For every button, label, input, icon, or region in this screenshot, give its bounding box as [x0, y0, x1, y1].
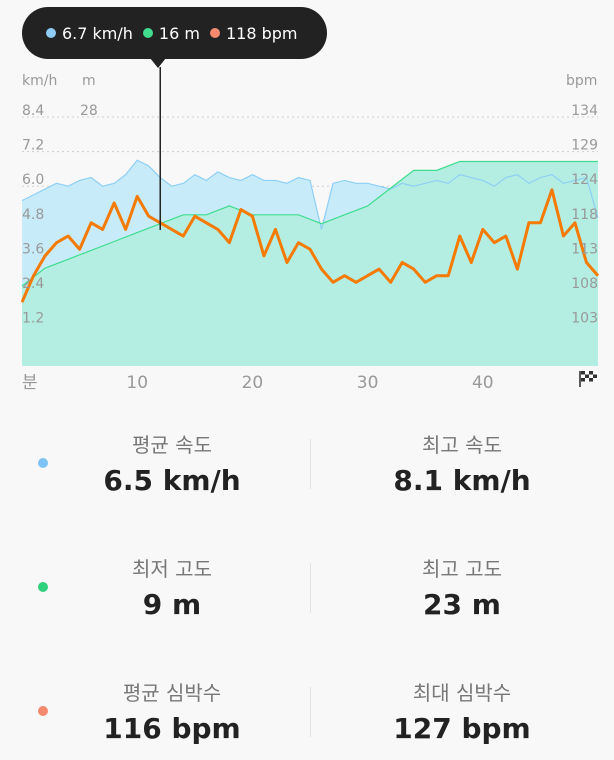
x-tick-label: 40: [472, 373, 494, 393]
flag-square: [585, 371, 589, 375]
altitude-line: [21, 160, 598, 287]
x-tick-label: 20: [242, 373, 264, 393]
stat-divider: [310, 563, 311, 613]
y-tick-label-speed: 3.6: [22, 241, 44, 257]
y-tick-label-speed: 1.2: [22, 311, 44, 327]
stat-row-altitude: 최저 고도 9 m 최고 고도 23 m: [0, 539, 614, 649]
flag-square: [593, 374, 597, 378]
y-tick-label-speed: 2.4: [22, 276, 44, 292]
flag-square: [581, 371, 585, 375]
flag-square: [593, 378, 597, 382]
altitude-area: [22, 161, 598, 366]
tooltip-speed: 6.7 km/h: [46, 24, 133, 43]
heart-rate-dot-icon: [209, 28, 220, 38]
y-tick-label-speed: 4.8: [22, 207, 44, 223]
flag-square: [589, 371, 593, 375]
y-tick-label-bpm: 134: [571, 103, 598, 119]
speed-legend-dot-icon: [38, 458, 48, 468]
avg-speed-stat: 평균 속도 6.5 km/h: [57, 429, 287, 497]
y-tick-label-bpm: 113: [571, 241, 598, 257]
stat-label: 평균 속도: [132, 433, 212, 457]
tooltip-heart-rate: 118 bpm: [209, 23, 298, 43]
y-tick-label-bpm: 129: [571, 138, 598, 154]
y-tick-label-bpm: 124: [571, 172, 598, 188]
flag-square: [585, 378, 589, 382]
chart-lines: [20, 159, 600, 303]
stat-value: 6.5 km/h: [103, 464, 241, 497]
stat-label: 최고 속도: [422, 433, 502, 457]
speed-line: [21, 159, 599, 230]
flag-square: [581, 378, 585, 382]
stat-label: 최저 고도: [132, 557, 212, 581]
y-tick-label-bpm: 108: [571, 276, 598, 292]
workout-chart[interactable]: 8.4 134 7.2 129 6.0 124 4.8 118 3.6 113 2.4 108 1.2 1…: [0, 0, 614, 400]
stat-row-heart-rate: 평균 심박수 116 bpm 최대 심박수 127 bpm: [0, 663, 614, 760]
y-tick-label-bpm: 103: [571, 311, 598, 327]
altitude-dot-icon: [142, 28, 153, 38]
speed-dot-icon: [46, 28, 56, 38]
flag-square: [593, 371, 597, 375]
flag-square: [581, 374, 585, 378]
tooltip-altitude-value: 16 m: [158, 23, 200, 43]
altitude-legend-dot-icon: [38, 582, 48, 592]
y-tick-label-altitude: 28: [80, 103, 98, 119]
avg-heart-rate-stat: 평균 심박수 116 bpm: [57, 677, 287, 745]
flag-square: [585, 374, 589, 378]
stat-label: 최대 심박수: [412, 681, 512, 705]
x-tick-label: 30: [357, 373, 379, 393]
stat-value: 9 m: [142, 588, 202, 621]
stat-row-speed: 평균 속도 6.5 km/h 최고 속도 8.1 km/h: [0, 415, 614, 525]
checkered-flag-icon: [579, 371, 597, 387]
tooltip-pointer: [150, 58, 166, 68]
stat-value: 8.1 km/h: [393, 464, 531, 497]
stat-label: 평균 심박수: [122, 681, 222, 705]
max-speed-stat: 최고 속도 8.1 km/h: [347, 429, 577, 497]
flag-square: [589, 374, 593, 378]
stat-label: 최고 고도: [422, 557, 502, 581]
left-altitude-unit: m: [82, 73, 96, 89]
y-tick-label-speed: 7.2: [22, 138, 44, 154]
chart-tooltip: 6.7 km/h 16 m 118 bpm: [22, 7, 327, 59]
stat-value: 116 bpm: [103, 712, 241, 745]
stat-value: 23 m: [423, 588, 501, 621]
y-tick-label-speed: 6.0: [22, 172, 44, 188]
tooltip-heart-rate-value: 118 bpm: [225, 23, 298, 43]
chart-areas: [22, 160, 598, 366]
x-tick-label: 10: [126, 373, 148, 393]
tooltip-speed-value: 6.7 km/h: [62, 23, 133, 43]
stat-divider: [310, 687, 311, 737]
chart-axis-labels: 8.4 134 7.2 129 6.0 124 4.8 118 3.6 113 2.4 108 1.2 1…: [22, 103, 598, 393]
stat-divider: [310, 439, 311, 489]
y-tick-label-bpm: 118: [571, 207, 598, 223]
max-heart-rate-stat: 최대 심박수 127 bpm: [347, 677, 577, 745]
stat-value: 127 bpm: [393, 712, 531, 745]
flag-square: [589, 378, 593, 382]
heart-rate-legend-dot-icon: [38, 706, 48, 716]
tooltip-altitude: 16 m: [142, 23, 200, 43]
min-altitude-stat: 최저 고도 9 m: [57, 553, 287, 621]
left-speed-unit: km/h: [22, 73, 58, 89]
x-axis-unit: 분: [22, 373, 38, 393]
heart-rate-line: [20, 188, 600, 303]
right-bpm-unit: bpm: [566, 73, 598, 89]
y-tick-label-speed: 8.4: [22, 103, 44, 119]
max-altitude-stat: 최고 고도 23 m: [347, 553, 577, 621]
